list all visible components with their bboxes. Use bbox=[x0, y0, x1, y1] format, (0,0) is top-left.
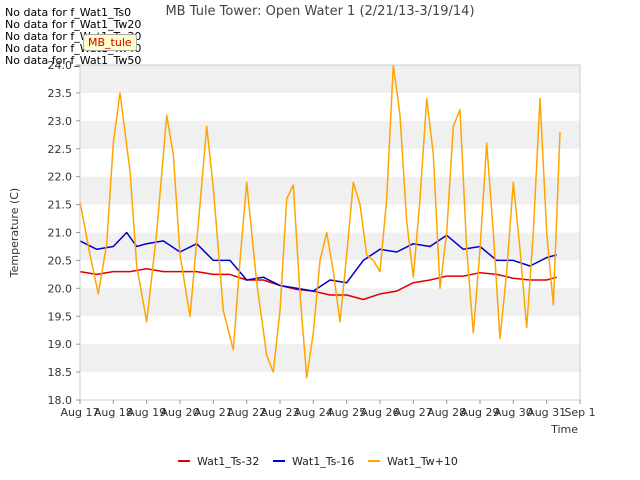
series-layer bbox=[79, 64, 561, 379]
x-tick-label: Aug 30 bbox=[494, 406, 533, 419]
x-tick-label: Aug 23 bbox=[261, 406, 300, 419]
y-axis-title: Temperature (C) bbox=[8, 188, 21, 278]
x-tick-label: Aug 19 bbox=[127, 406, 166, 419]
y-tick-label: 19.0 bbox=[48, 338, 73, 351]
legend-label: Wat1_Tw+10 bbox=[387, 455, 458, 468]
x-tick-label: Aug 24 bbox=[294, 406, 333, 419]
y-tick-label: 21.5 bbox=[48, 199, 73, 212]
y-tick-label: 19.5 bbox=[48, 310, 73, 323]
legend: Wat1_Ts-32 Wat1_Ts-16 Wat1_Tw+10 bbox=[178, 455, 458, 468]
grid-band bbox=[80, 65, 580, 93]
grid-band bbox=[80, 120, 580, 149]
x-tick-label: Aug 26 bbox=[361, 406, 400, 419]
y-tick-label: 18.0 bbox=[48, 394, 73, 407]
y-tick-label: 22.0 bbox=[48, 171, 73, 184]
x-tick-label: Aug 21 bbox=[194, 406, 233, 419]
y-tick-label: 24.0 bbox=[48, 59, 73, 72]
no-data-message: No data for f_Wat1_Tw50 bbox=[5, 54, 142, 67]
y-tick-label: 20.0 bbox=[48, 282, 73, 295]
site-badge: MB_tule bbox=[83, 34, 137, 51]
series-line bbox=[79, 268, 557, 301]
no-data-message: No data for f_Wat1_Ts0 bbox=[5, 6, 132, 19]
y-axis: 18.0 18.5 19.0 19.5 20.0 20.5 21.0 21.5 22.0 22.5… bbox=[48, 59, 80, 407]
x-tick-label: Aug 25 bbox=[327, 406, 366, 419]
grid-band bbox=[80, 344, 580, 373]
y-tick-label: 23.0 bbox=[48, 115, 73, 128]
y-tick-label: 18.5 bbox=[48, 366, 73, 379]
x-tick-label: Aug 20 bbox=[161, 406, 200, 419]
x-tick-label: Sep 1 bbox=[564, 406, 595, 419]
y-tick-label: 20.5 bbox=[48, 254, 73, 267]
series-line bbox=[79, 64, 561, 379]
legend-label: Wat1_Ts-16 bbox=[292, 455, 354, 468]
x-tick-label: Aug 22 bbox=[227, 406, 266, 419]
x-tick-label: Aug 28 bbox=[427, 406, 466, 419]
x-tick-label: Aug 18 bbox=[94, 406, 133, 419]
x-axis-title: Time bbox=[550, 423, 578, 436]
y-tick-label: 23.5 bbox=[48, 87, 73, 100]
y-tick-label: 21.0 bbox=[48, 227, 73, 240]
grid-bands bbox=[80, 65, 580, 373]
chart-title: MB Tule Tower: Open Water 1 (2/21/13-3/1… bbox=[165, 4, 474, 19]
no-data-message: No data for f_Wat1_Tw20 bbox=[5, 18, 142, 31]
y-tick-label: 22.5 bbox=[48, 143, 73, 156]
grid-band bbox=[80, 176, 580, 205]
x-tick-label: Aug 29 bbox=[461, 406, 500, 419]
legend-label: Wat1_Ts-32 bbox=[197, 455, 259, 468]
x-tick-label: Aug 27 bbox=[394, 406, 433, 419]
x-tick-label: Aug 31 bbox=[527, 406, 566, 419]
x-tick-label: Aug 17 bbox=[61, 406, 100, 419]
